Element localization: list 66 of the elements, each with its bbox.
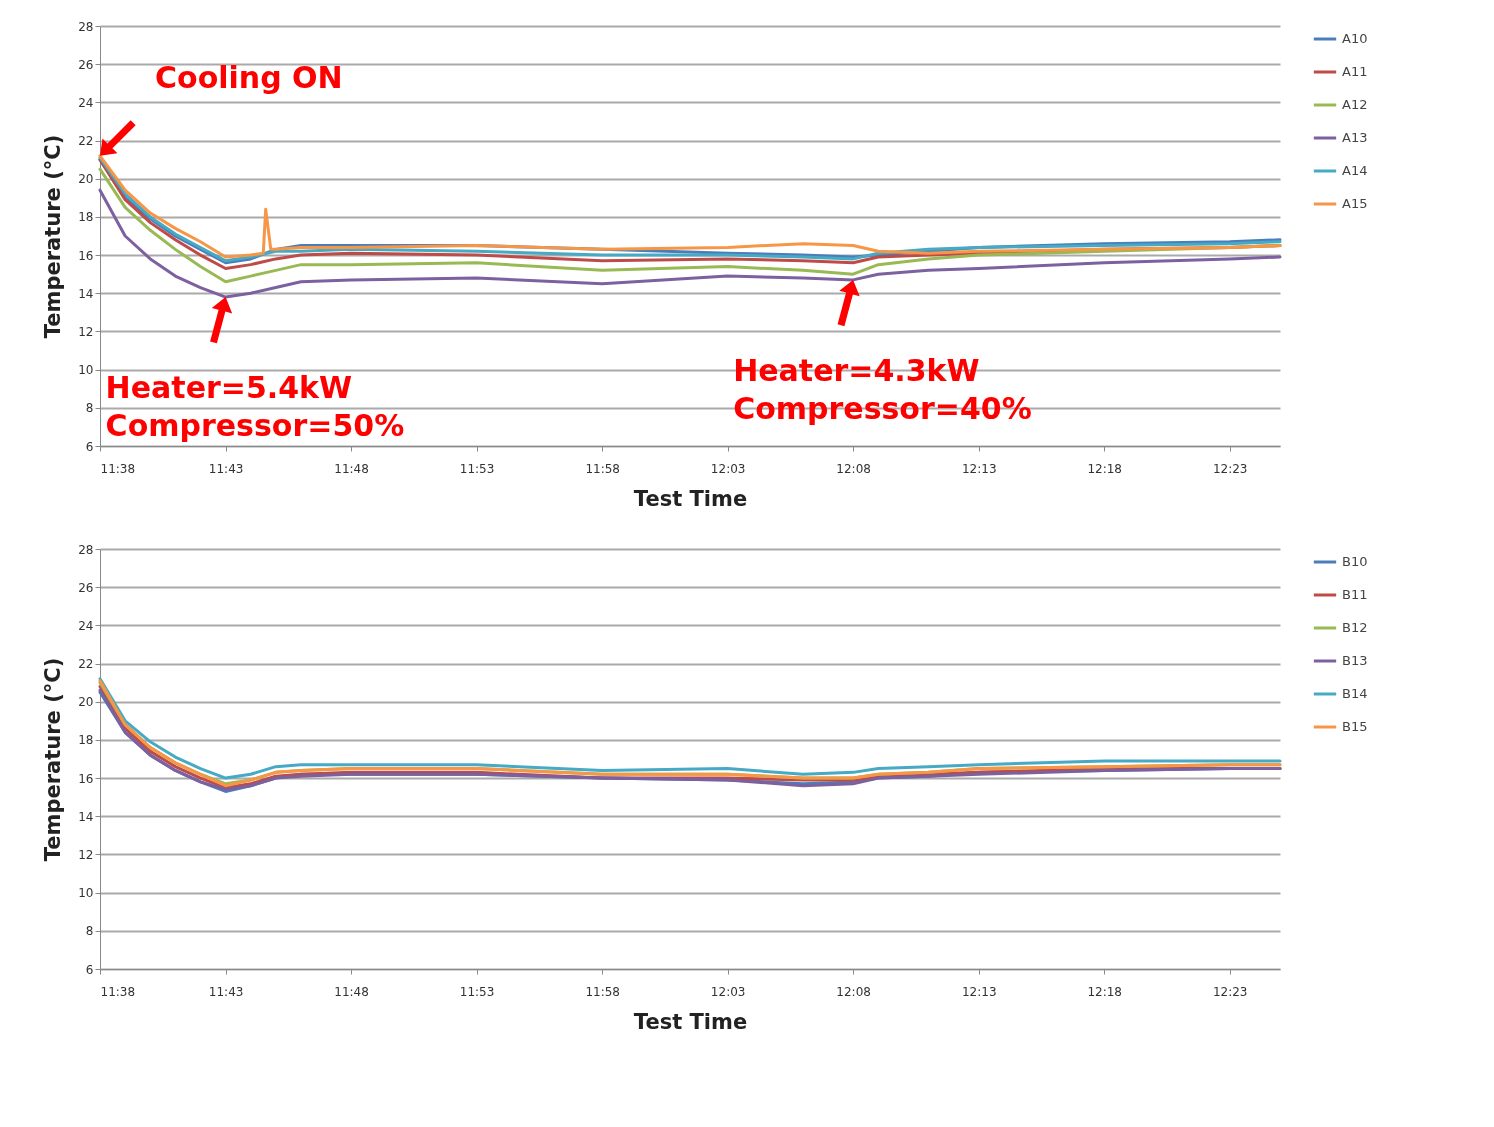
x-tick-label: 12:18 [1087,461,1123,476]
legend-label: A11 [1342,64,1368,79]
x-tick-label: 12:08 [836,461,871,476]
legend-label: B14 [1342,686,1368,701]
annotation: Compressor=40% [733,390,1032,426]
y-tick-label: 14 [78,286,94,301]
y-tick-label: 20 [78,172,94,187]
y-tick-label: 26 [78,580,94,595]
legend-label: B12 [1342,620,1368,635]
y-tick-label: 6 [85,962,94,977]
legend-label: B13 [1342,653,1368,668]
y-tick-label: 6 [85,439,94,454]
y-tick-label: 10 [78,886,94,901]
y-tick-label: 14 [78,809,94,824]
y-tick-label: 22 [78,657,94,672]
x-tick-label: 12:08 [836,984,871,999]
x-tick-label: 12:13 [961,984,997,999]
y-tick-label: 26 [78,57,94,72]
y-axis-title: Temperature (°C) [41,657,66,862]
x-tick-label: 11:38 [100,461,136,476]
x-tick-label: 12:03 [710,461,746,476]
legend-label: A10 [1342,31,1368,46]
annotation: Heater=5.4kW [105,370,353,406]
annotation: Heater=4.3kW [733,352,980,388]
x-tick-label: 11:53 [459,984,495,999]
legend-label: A14 [1342,163,1368,178]
annotation: Cooling ON [155,59,343,95]
line-series [98,188,1282,299]
legend-label: B10 [1342,554,1368,569]
legend-label: A15 [1342,196,1368,211]
y-tick-label: 12 [78,847,94,862]
x-tick-label: 11:38 [100,984,136,999]
y-tick-label: 22 [78,134,94,149]
x-tick-label: 11:58 [585,984,620,999]
x-axis-title: Test Time [633,486,748,511]
x-tick-label: 12:13 [961,461,997,476]
y-tick-label: 24 [78,618,94,633]
y-tick-label: 28 [78,542,94,557]
y-tick-label: 16 [78,248,94,263]
annotation: Compressor=50% [105,408,405,444]
x-tick-label: 11:48 [334,461,369,476]
y-tick-label: 18 [78,210,94,225]
x-tick-label: 12:03 [710,984,746,999]
y-axis-title: Temperature (°C) [41,134,66,339]
x-tick-label: 12:23 [1212,984,1248,999]
y-tick-label: 8 [85,401,94,416]
y-tick-label: 24 [78,95,94,110]
x-tick-label: 11:53 [459,461,495,476]
x-tick-label: 12:18 [1087,984,1123,999]
x-tick-label: 11:48 [334,984,369,999]
legend-label: A12 [1342,97,1368,112]
x-tick-label: 12:23 [1212,461,1248,476]
y-tick-label: 18 [78,733,94,748]
y-tick-label: 20 [78,695,94,710]
x-tick-label: 11:43 [208,984,244,999]
y-tick-label: 16 [78,771,94,786]
y-tick-label: 28 [78,19,94,34]
x-axis-title: Test Time [633,1009,748,1034]
y-tick-label: 12 [78,324,94,339]
x-tick-label: 11:58 [585,461,620,476]
x-tick-label: 11:43 [208,461,244,476]
y-tick-label: 10 [78,363,94,378]
legend-label: B11 [1342,587,1368,602]
legend-label: B15 [1342,719,1368,734]
y-tick-label: 8 [85,924,94,939]
legend-label: A13 [1342,130,1368,145]
